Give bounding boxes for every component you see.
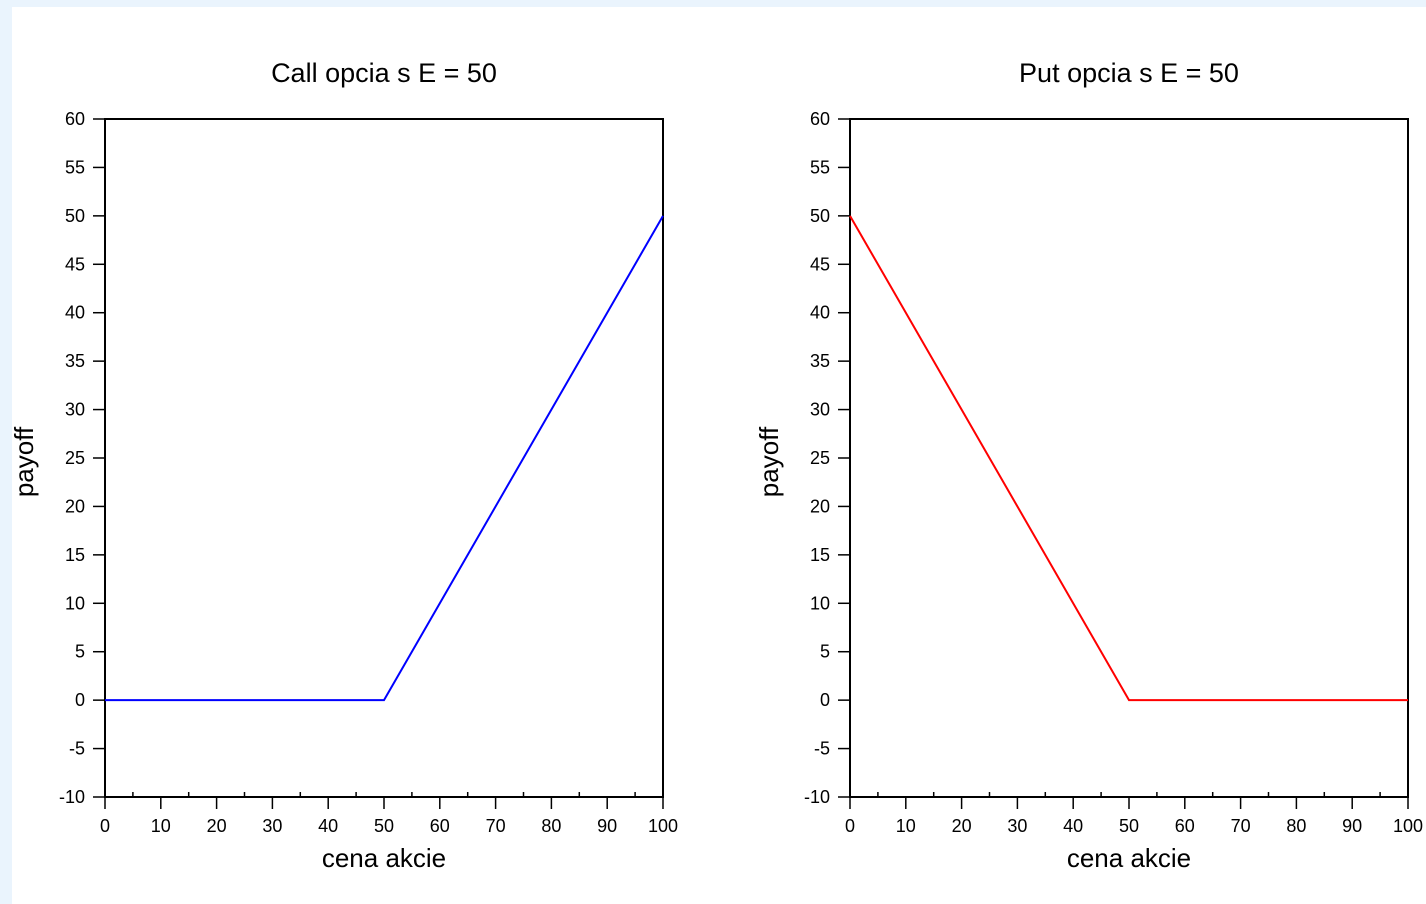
y-tick-label: 5 [75, 642, 85, 662]
y-tick-label: 10 [65, 593, 85, 613]
x-tick-label: 0 [845, 816, 855, 836]
plot-frame [104, 118, 664, 798]
x-tick-label: 100 [1393, 816, 1423, 836]
y-tick-label: 45 [810, 254, 830, 274]
y-tick-label: -5 [814, 739, 830, 759]
put-chart: Put opcia s E = 50 cena akcie payoff -10… [754, 58, 1423, 873]
y-tick-label: 15 [810, 545, 830, 565]
x-tick-label: 50 [374, 816, 394, 836]
chart-title: Call opcia s E = 50 [271, 58, 497, 88]
y-tick-label: 0 [820, 690, 830, 710]
ticks-group: -10 -5 0 5 10 15 20 25 30 35 40 45 50 55 60 0 10 20 30 40 50… [804, 109, 1423, 836]
y-tick-label: 50 [810, 206, 830, 226]
x-axis-label: cena akcie [1067, 843, 1191, 873]
x-tick-label: 80 [1286, 816, 1306, 836]
y-tick-label: 35 [65, 351, 85, 371]
y-tick-label: -5 [69, 739, 85, 759]
y-tick-label: 45 [65, 254, 85, 274]
x-tick-label: 10 [896, 816, 916, 836]
y-tick-label: 35 [810, 351, 830, 371]
y-tick-label: 0 [75, 690, 85, 710]
series-group [105, 215, 664, 702]
x-tick-label: 20 [207, 816, 227, 836]
y-tick-label: -10 [59, 787, 85, 807]
y-tick-label: 30 [65, 400, 85, 420]
x-tick-label: 90 [1342, 816, 1362, 836]
x-tick-label: 60 [430, 816, 450, 836]
x-tick-label: 20 [952, 816, 972, 836]
y-tick-label: 10 [810, 593, 830, 613]
y-tick-label: 60 [810, 109, 830, 129]
series-group [849, 215, 1408, 702]
y-axis-label: payoff [12, 426, 39, 497]
x-tick-label: 30 [262, 816, 282, 836]
chart-title: Put opcia s E = 50 [1019, 58, 1239, 88]
x-tick-label: 60 [1175, 816, 1195, 836]
x-tick-label: 80 [541, 816, 561, 836]
y-tick-label: 60 [65, 109, 85, 129]
call-chart: Call opcia s E = 50 cena akcie payoff -1… [12, 58, 678, 873]
y-tick-label: 20 [65, 496, 85, 516]
y-tick-label: 30 [810, 400, 830, 420]
x-tick-label: 50 [1119, 816, 1139, 836]
y-tick-label: -10 [804, 787, 830, 807]
x-axis-label: cena akcie [322, 843, 446, 873]
x-tick-label: 10 [151, 816, 171, 836]
y-tick-label: 20 [810, 496, 830, 516]
x-tick-label: 90 [597, 816, 617, 836]
series-line [105, 215, 664, 702]
y-tick-label: 15 [65, 545, 85, 565]
y-tick-label: 25 [65, 448, 85, 468]
y-tick-label: 40 [65, 303, 85, 323]
y-tick-label: 55 [810, 157, 830, 177]
figure-svg: Call opcia s E = 50 cena akcie payoff -1… [12, 58, 1423, 873]
figure-canvas: Call opcia s E = 50 cena akcie payoff -1… [12, 7, 1426, 904]
y-axis-label: payoff [754, 426, 784, 497]
x-tick-label: 40 [318, 816, 338, 836]
x-tick-label: 100 [648, 816, 678, 836]
series-line [849, 215, 1408, 702]
x-tick-label: 30 [1007, 816, 1027, 836]
x-tick-label: 40 [1063, 816, 1083, 836]
x-tick-label: 0 [100, 816, 110, 836]
y-tick-label: 5 [820, 642, 830, 662]
y-tick-label: 25 [810, 448, 830, 468]
plot-frame [849, 118, 1409, 798]
x-tick-label: 70 [486, 816, 506, 836]
x-tick-label: 70 [1231, 816, 1251, 836]
y-tick-label: 40 [810, 303, 830, 323]
y-tick-label: 55 [65, 157, 85, 177]
y-tick-label: 50 [65, 206, 85, 226]
ticks-group: -10 -5 0 5 10 15 20 25 30 35 40 45 50 55 60 0 10 20 30 40 50… [59, 109, 678, 836]
